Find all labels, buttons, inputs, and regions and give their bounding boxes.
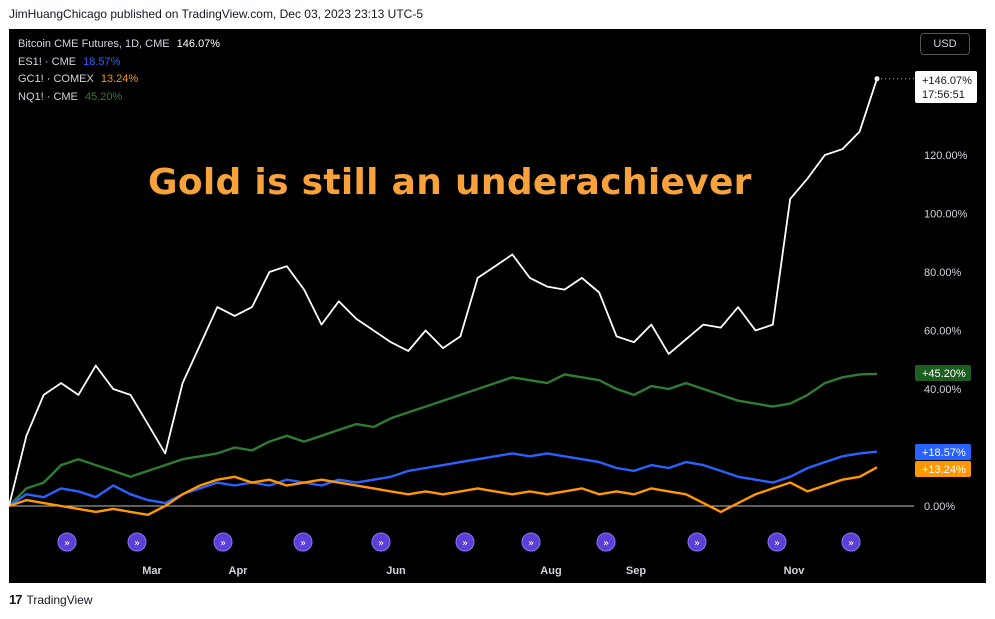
legend-value-nq: 45.20% [84, 90, 123, 103]
event-arrow-icon: » [300, 538, 306, 549]
series-line-es1 [9, 450, 878, 507]
legend-row-btc[interactable]: Bitcoin CME Futures, 1D, CME 146.07% [18, 36, 220, 54]
btc-value-badge [915, 71, 977, 103]
series-line-nq1 [9, 372, 878, 507]
x-tick-label: Nov [784, 565, 806, 577]
legend-value-btc: 146.07% [176, 38, 221, 50]
footer-brand[interactable]: TradingView [26, 592, 93, 607]
event-arrow-icon: » [774, 538, 780, 549]
event-arrow-icon: » [603, 538, 609, 549]
chart-frame[interactable]: 120.00% 100.00% 80.00% 60.00% 40.00% 0.00% Mar… [9, 29, 986, 583]
x-tick-label: Jun [386, 565, 406, 577]
event-marker-icon [596, 532, 616, 552]
value-badge-label: +45.20% [922, 368, 966, 380]
event-arrow-icon: » [220, 538, 226, 549]
y-tick-label: 120.00% [924, 150, 968, 162]
value-badge-label: +18.57% [922, 447, 966, 459]
event-arrow-icon: » [848, 538, 854, 549]
event-marker-icon [213, 532, 233, 552]
publish-info: JimHuangChicago published on TradingView… [9, 7, 424, 21]
legend-row-es[interactable]: ES1! · CME 18.57% [18, 54, 220, 72]
btc-value-badge-label: +146.07% [922, 75, 972, 87]
event-arrow-icon: » [694, 538, 700, 549]
event-arrow-icon: » [462, 538, 468, 549]
chart-annotation: Gold is still an underachiever [148, 162, 752, 203]
x-tick-label: Mar [142, 565, 162, 577]
event-arrow-icon: » [64, 538, 70, 549]
event-marker-icon [521, 532, 541, 552]
legend-row-gc[interactable]: GC1! · COMEX 13.24% [18, 71, 220, 89]
event-marker-icon [57, 532, 77, 552]
y-tick-label: 80.00% [924, 267, 962, 279]
legend-value-gc: 13.24% [100, 73, 139, 85]
y-tick-label: 60.00% [924, 326, 962, 338]
legend-label-nq: NQ1! · CME [18, 90, 78, 103]
btc-time-label: 17:56:51 [922, 89, 965, 101]
event-marker-icon [767, 532, 787, 552]
series-line-bitcoin [9, 78, 878, 507]
x-tick-label: Sep [626, 565, 646, 577]
legend-label-btc: Bitcoin CME Futures, 1D, CME [18, 38, 170, 50]
currency-button[interactable]: USD [920, 33, 970, 55]
legend-row-nq[interactable]: NQ1! · CME 45.20% [18, 89, 220, 107]
value-badge [915, 461, 971, 477]
value-badge-label: +13.24% [922, 464, 966, 476]
event-marker-icon [687, 532, 707, 552]
event-marker-icon [127, 532, 147, 552]
event-marker-icon [455, 532, 475, 552]
series-line-gc1 [9, 466, 878, 516]
x-tick-label: Aug [540, 565, 561, 577]
chart-canvas[interactable]: 120.00% 100.00% 80.00% 60.00% 40.00% 0.00% Mar… [9, 29, 986, 583]
x-tick-label: Apr [229, 565, 249, 577]
event-arrow-icon: » [134, 538, 140, 549]
event-arrow-icon: » [378, 538, 384, 549]
legend-label-gc: GC1! · COMEX [18, 73, 94, 85]
legend-value-es: 18.57% [83, 55, 121, 68]
event-marker-icon [371, 532, 391, 552]
footer: 17 TradingView [9, 592, 93, 607]
y-tick-label: 0.00% [924, 501, 955, 513]
event-arrow-icon: » [528, 538, 534, 549]
y-tick-label: 100.00% [924, 209, 968, 221]
legend-label-es: ES1! · CME [18, 55, 77, 68]
value-badge [915, 444, 971, 460]
event-marker-icon [841, 532, 861, 552]
value-badge [915, 365, 971, 381]
chart-legend: Bitcoin CME Futures, 1D, CME 146.07% ES1… [18, 36, 220, 106]
tradingview-logo-icon[interactable]: 17 [9, 592, 23, 607]
y-tick-label: 40.00% [924, 384, 962, 396]
event-marker-icon [293, 532, 313, 552]
